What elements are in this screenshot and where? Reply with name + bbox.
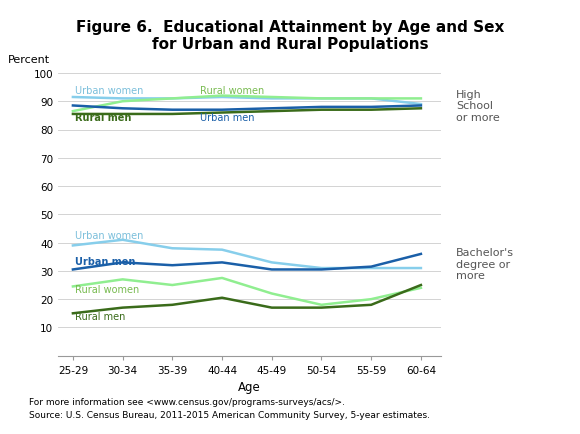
Text: Urban women: Urban women xyxy=(75,85,144,95)
Text: Rural men: Rural men xyxy=(75,112,132,122)
Text: Rural women: Rural women xyxy=(75,284,140,294)
Text: Bachelor's
degree or
more: Bachelor's degree or more xyxy=(456,248,514,281)
Text: Urban men: Urban men xyxy=(75,256,136,266)
Text: Source: U.S. Census Bureau, 2011-2015 American Community Survey, 5-year estimate: Source: U.S. Census Bureau, 2011-2015 Am… xyxy=(29,410,430,419)
Text: Urban men: Urban men xyxy=(200,112,254,122)
Text: Rural men: Rural men xyxy=(75,311,126,321)
Text: Urban women: Urban women xyxy=(75,231,144,241)
Text: Percent: Percent xyxy=(8,56,50,65)
X-axis label: Age: Age xyxy=(238,381,261,393)
Text: For more information see <www.census.gov/programs-surveys/acs/>.: For more information see <www.census.gov… xyxy=(29,397,345,406)
Text: High
School
or more: High School or more xyxy=(456,90,500,123)
Text: Rural women: Rural women xyxy=(200,85,264,95)
Text: Figure 6.  Educational Attainment by Age and Sex
for Urban and Rural Populations: Figure 6. Educational Attainment by Age … xyxy=(76,20,504,52)
